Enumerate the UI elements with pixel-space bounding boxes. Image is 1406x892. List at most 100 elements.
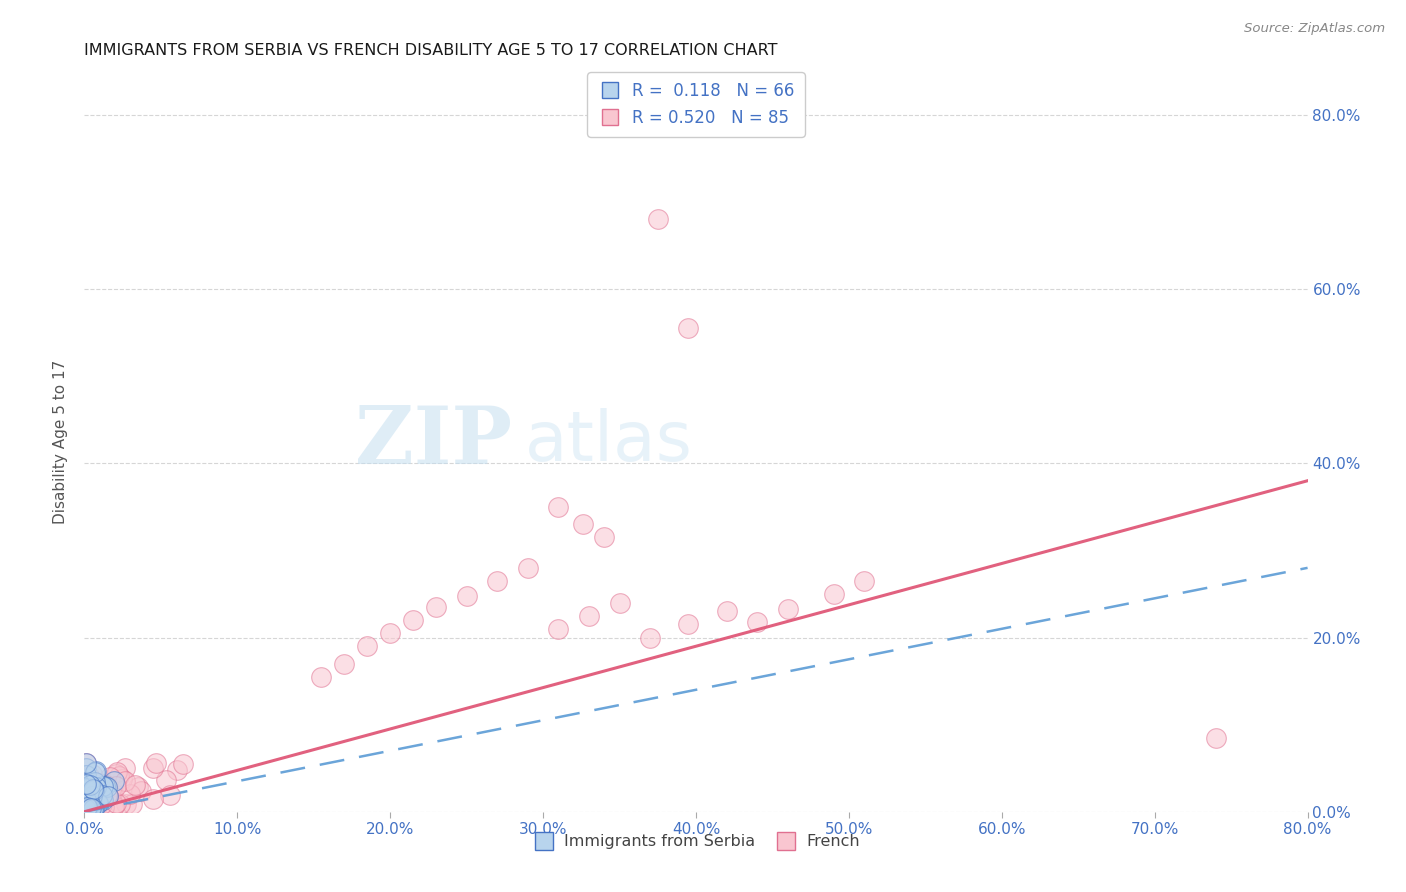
Point	[678, 321, 700, 335]
Point	[716, 604, 738, 618]
Point	[76, 802, 98, 816]
Point	[108, 797, 131, 812]
Point	[87, 796, 110, 810]
Point	[96, 778, 118, 792]
Point	[82, 802, 104, 816]
Point	[101, 786, 124, 800]
Point	[75, 756, 97, 771]
Point	[75, 795, 97, 809]
Point	[103, 799, 125, 814]
Point	[75, 756, 97, 770]
Point	[776, 601, 799, 615]
Point	[91, 793, 114, 807]
Point	[79, 787, 101, 801]
Point	[79, 801, 101, 815]
Point	[166, 763, 188, 777]
Point	[547, 622, 569, 636]
Point	[75, 777, 97, 791]
Point	[142, 792, 165, 806]
Point	[145, 756, 167, 771]
Point	[127, 780, 149, 794]
Point	[823, 587, 845, 601]
Point	[83, 802, 105, 816]
Point	[75, 783, 97, 797]
Point	[486, 574, 509, 588]
Point	[124, 778, 146, 792]
Point	[547, 500, 569, 514]
Point	[96, 789, 118, 803]
Point	[100, 785, 122, 799]
Point	[103, 773, 125, 788]
Point	[75, 799, 97, 814]
Point	[77, 781, 100, 796]
Point	[79, 778, 101, 792]
Point	[93, 800, 115, 814]
Point	[91, 788, 114, 802]
Point	[77, 800, 100, 814]
Text: IMMIGRANTS FROM SERBIA VS FRENCH DISABILITY AGE 5 TO 17 CORRELATION CHART: IMMIGRANTS FROM SERBIA VS FRENCH DISABIL…	[84, 43, 778, 58]
Point	[75, 760, 97, 774]
Point	[159, 788, 181, 802]
Point	[853, 574, 876, 588]
Point	[82, 801, 104, 815]
Point	[609, 596, 631, 610]
Point	[647, 212, 669, 227]
Point	[79, 798, 101, 813]
Point	[77, 779, 100, 793]
Point	[75, 793, 97, 807]
Point	[83, 794, 105, 808]
Point	[75, 776, 97, 790]
Point	[425, 600, 447, 615]
Point	[77, 784, 100, 798]
Point	[83, 799, 105, 814]
Point	[75, 785, 97, 799]
Point	[76, 802, 98, 816]
Point	[131, 784, 153, 798]
Point	[80, 796, 103, 810]
Point	[77, 793, 100, 807]
Point	[75, 781, 97, 796]
Point	[155, 773, 177, 788]
Point	[572, 517, 595, 532]
Point	[86, 797, 108, 811]
Legend: Immigrants from Serbia, French: Immigrants from Serbia, French	[526, 828, 866, 855]
Point	[82, 798, 104, 813]
Point	[76, 792, 98, 806]
Point	[82, 781, 104, 796]
Point	[77, 800, 100, 814]
Point	[114, 797, 136, 812]
Y-axis label: Disability Age 5 to 17: Disability Age 5 to 17	[53, 359, 69, 524]
Point	[97, 789, 120, 803]
Point	[76, 800, 98, 814]
Point	[94, 779, 117, 793]
Point	[82, 785, 104, 799]
Point	[77, 798, 100, 813]
Point	[80, 789, 103, 803]
Point	[75, 786, 97, 800]
Point	[104, 779, 127, 793]
Point	[75, 794, 97, 808]
Point	[80, 795, 103, 809]
Point	[333, 657, 356, 671]
Point	[80, 800, 103, 814]
Point	[75, 784, 97, 798]
Point	[578, 608, 600, 623]
Point	[82, 797, 104, 812]
Point	[75, 796, 97, 810]
Point	[120, 788, 142, 802]
Text: Source: ZipAtlas.com: Source: ZipAtlas.com	[1244, 22, 1385, 36]
Point	[75, 775, 97, 789]
Point	[84, 764, 107, 778]
Point	[105, 764, 128, 779]
Point	[678, 617, 700, 632]
Point	[77, 793, 100, 807]
Point	[105, 797, 128, 811]
Point	[114, 761, 136, 775]
Point	[82, 789, 104, 803]
Point	[107, 769, 129, 783]
Point	[86, 797, 108, 811]
Point	[75, 797, 97, 811]
Point	[80, 780, 103, 795]
Point	[83, 765, 105, 780]
Point	[98, 770, 121, 784]
